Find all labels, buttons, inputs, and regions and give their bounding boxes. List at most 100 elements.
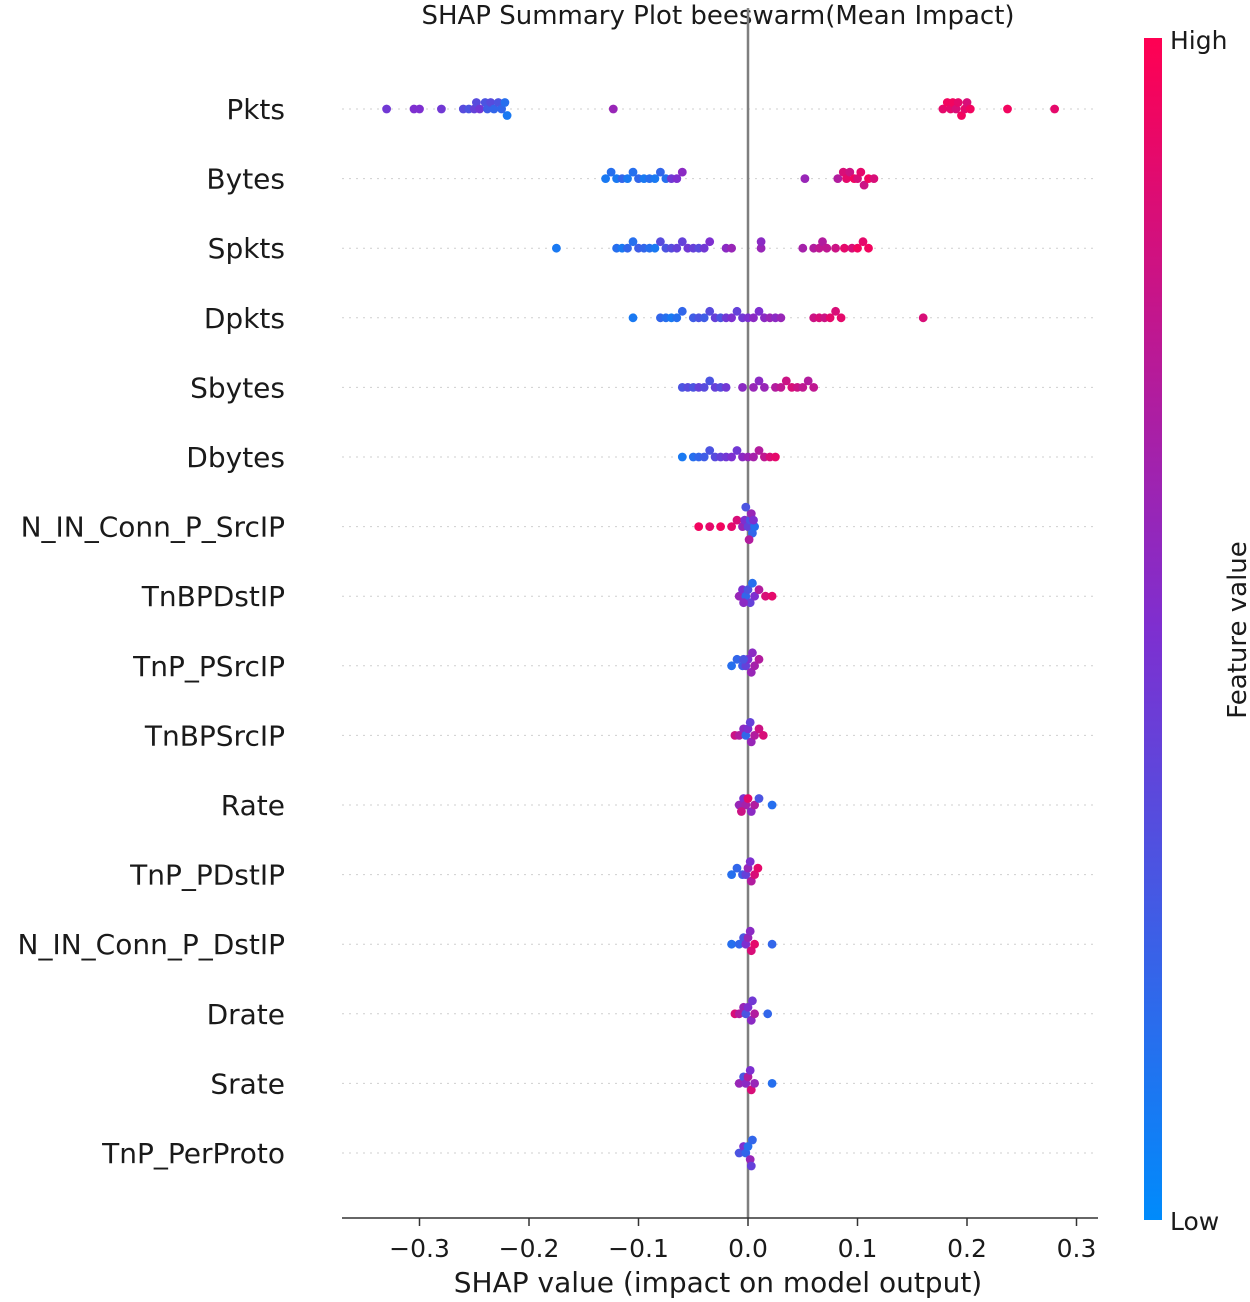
- shap-point: [716, 522, 725, 531]
- shap-point: [734, 1148, 744, 1158]
- shap-point: [677, 306, 687, 316]
- shap-point: [743, 794, 753, 803]
- shap-point: [734, 1009, 744, 1019]
- shap-point: [831, 243, 840, 253]
- shap-point: [767, 1079, 777, 1088]
- shap-point: [699, 243, 709, 253]
- shap-point: [1050, 104, 1059, 114]
- x-tick-label: −0.3: [389, 1234, 450, 1263]
- shap-point: [853, 174, 862, 184]
- shap-point: [746, 737, 756, 747]
- shap-point: [727, 939, 736, 949]
- shap-point: [767, 939, 777, 949]
- shap-point: [754, 446, 764, 455]
- shap-point: [727, 243, 736, 253]
- feature-label: Bytes: [206, 163, 285, 196]
- shap-point: [743, 1002, 753, 1012]
- shap-point: [734, 1079, 744, 1088]
- shap-point: [475, 104, 485, 114]
- shap-point: [749, 452, 758, 462]
- shap-point: [869, 174, 879, 184]
- shap-point: [803, 376, 813, 386]
- shap-point: [745, 857, 755, 866]
- shap-point: [677, 452, 687, 462]
- shap-point: [739, 654, 748, 664]
- shap-point: [756, 237, 766, 247]
- shap-point: [809, 383, 819, 392]
- shap-point: [732, 863, 742, 873]
- shap-point: [822, 243, 832, 253]
- shap-point: [853, 243, 862, 253]
- shap-point: [750, 1079, 759, 1088]
- shap-point: [737, 807, 746, 816]
- feature-label: TnBPSrcIP: [144, 719, 285, 752]
- shap-point: [732, 515, 742, 525]
- shap-point: [800, 174, 810, 184]
- shap-point: [483, 104, 492, 114]
- feature-label: TnP_PDstIP: [129, 859, 285, 892]
- x-tick-label: −0.1: [608, 1234, 669, 1263]
- x-axis-title: SHAP value (impact on model output): [454, 1266, 982, 1299]
- shap-point: [749, 313, 758, 323]
- shap-point: [705, 237, 715, 247]
- shap-point: [748, 648, 757, 658]
- shap-point: [758, 731, 768, 740]
- feature-label: Spkts: [208, 232, 285, 265]
- shap-point: [814, 243, 824, 253]
- feature-label: TnBPDstIP: [141, 580, 285, 613]
- shap-point: [699, 313, 709, 323]
- shap-point: [856, 167, 866, 177]
- shap-point: [776, 313, 786, 323]
- shap-point: [746, 946, 756, 956]
- shap-point: [825, 313, 835, 323]
- shap-point: [763, 1009, 773, 1019]
- shap-point: [798, 243, 808, 253]
- shap-point: [672, 313, 682, 323]
- shap-point: [754, 376, 764, 386]
- shap-point: [721, 383, 731, 392]
- shap-point: [750, 800, 759, 810]
- shap-point: [628, 313, 638, 323]
- shap-point: [845, 167, 855, 177]
- shap-point: [748, 578, 757, 588]
- shap-point: [962, 98, 972, 107]
- shap-point: [623, 243, 632, 253]
- shap-point: [628, 237, 638, 247]
- shap-point: [694, 522, 704, 531]
- shap-point: [748, 1135, 757, 1145]
- shap-point: [497, 104, 506, 114]
- shap-point: [437, 104, 446, 114]
- shap-point: [918, 313, 928, 323]
- shap-point: [656, 167, 665, 177]
- shap-point: [746, 1085, 756, 1095]
- shap-point: [382, 104, 391, 114]
- shap-point: [818, 237, 827, 247]
- x-axis-ticks: −0.3 −0.2 −0.1 0.0 0.1 0.2 0.3: [389, 1218, 1096, 1263]
- shap-point: [957, 111, 966, 120]
- feature-gridlines: [342, 108, 1098, 1154]
- shap-point: [608, 104, 618, 114]
- x-tick-label: 0.1: [838, 1234, 878, 1263]
- shap-point: [1003, 104, 1012, 114]
- shap-point: [750, 731, 759, 740]
- shap-point: [699, 452, 709, 462]
- shap-point: [750, 939, 759, 949]
- shap-point: [623, 174, 632, 184]
- shap-point: [415, 104, 424, 114]
- shap-point: [732, 306, 742, 316]
- shap-point: [864, 243, 873, 253]
- shap-point: [500, 98, 510, 107]
- shap-point: [489, 104, 499, 114]
- shap-point: [842, 174, 851, 184]
- shap-point: [672, 243, 682, 253]
- shap-point: [754, 654, 764, 664]
- shap-point: [486, 98, 496, 107]
- shap-point: [749, 383, 758, 392]
- shap-point: [677, 237, 687, 247]
- shap-point: [727, 661, 736, 671]
- feature-label: Sbytes: [190, 371, 285, 404]
- shap-point: [699, 383, 709, 392]
- shap-point: [750, 522, 759, 531]
- shap-point: [705, 306, 715, 316]
- shap-point: [727, 452, 736, 462]
